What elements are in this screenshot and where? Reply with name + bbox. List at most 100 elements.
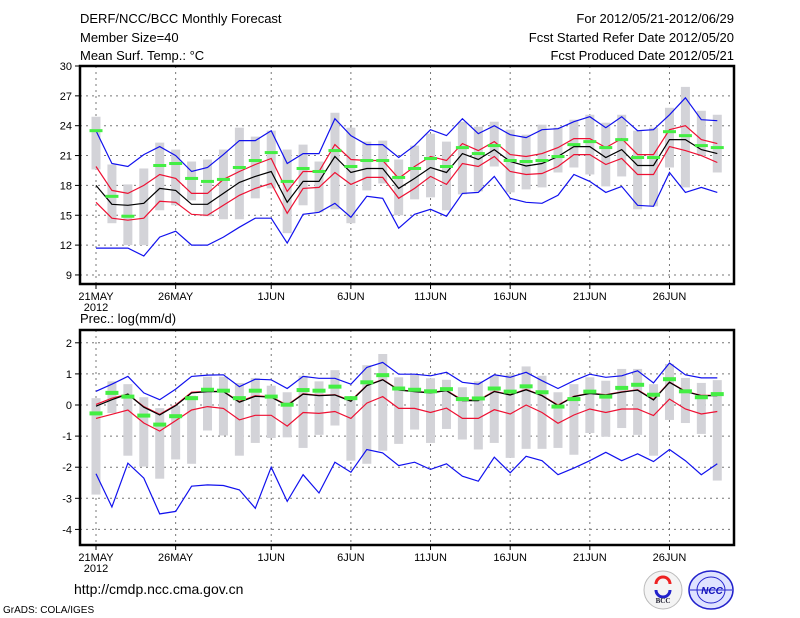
temp-ensemble-range-bar <box>362 141 372 191</box>
precip-observed-mark <box>599 394 613 399</box>
precip-ytick-label: 1 <box>66 369 72 381</box>
precip-plot-frame <box>78 328 736 547</box>
precip-observed-mark <box>216 388 230 393</box>
precip-year-label: 2012 <box>84 563 108 575</box>
temp-ensemble-range-bar <box>155 142 165 211</box>
precip-observed-mark <box>694 395 708 400</box>
temp-ensemble-range-bar <box>91 116 101 170</box>
precip-ensemble-range-bar <box>107 381 117 414</box>
precip-ytick-label: 0 <box>66 400 72 412</box>
temp-observed-mark <box>583 140 597 144</box>
temp-ytick-label: 24 <box>60 121 72 133</box>
precip-ensemble-range-bar <box>601 380 611 437</box>
precip-ensemble-range-bar <box>410 374 420 430</box>
precip-ensemble-range-bar <box>521 366 531 449</box>
temp-ytick-label: 15 <box>60 210 72 222</box>
temp-observed-mark <box>89 129 103 133</box>
precip-ensemble-range-bar <box>426 378 436 443</box>
bcc-logo: BCC <box>643 570 683 610</box>
precip-ensemble-range-bar <box>155 408 165 479</box>
temp-xtick-label: 6JUN <box>337 291 365 303</box>
temp-ensemble-range-bar <box>346 127 356 224</box>
temp-xtick-label: 26MAY <box>158 291 194 303</box>
temp-xtick-label: 26JUN <box>653 291 687 303</box>
temp-max-line <box>95 96 718 173</box>
temp-observed-mark <box>328 149 342 153</box>
temp-ytick-label: 18 <box>60 180 72 192</box>
precip-observed-mark <box>153 422 167 427</box>
precip-lower-line <box>95 395 718 432</box>
precip-min-line <box>95 448 718 515</box>
precip-ensemble-range-bar <box>362 365 372 464</box>
temp-ensemble-range-bar <box>250 136 260 199</box>
temp-observed-mark <box>201 179 215 183</box>
precip-observed-mark <box>551 404 565 409</box>
temp-observed-mark <box>678 134 692 138</box>
grads-credit: GrADS: COLA/IGES <box>3 605 95 616</box>
precip-ytick-label: 2 <box>66 338 72 350</box>
svg-text:NCC: NCC <box>701 586 723 597</box>
temp-observed-mark <box>121 214 135 218</box>
precip-ensemble-range-bar <box>171 405 181 460</box>
precip-observed-mark <box>248 388 262 393</box>
precip-ytick-label: -1 <box>62 431 72 443</box>
temp-ytick-label: 30 <box>60 61 72 73</box>
precip-ensemble-range-bar <box>91 398 101 495</box>
precip-observed-mark <box>710 392 724 397</box>
precip-ensemble-range-bar <box>505 374 515 458</box>
temp-ensemble-range-bar <box>330 112 340 210</box>
temp-observed-mark <box>312 169 326 173</box>
precip-panel-title: Prec.: log(mm/d) <box>80 311 177 326</box>
precip-observed-mark <box>360 380 374 385</box>
temp-observed-mark <box>487 144 501 148</box>
precip-ensemble-range-bar <box>680 377 690 424</box>
precip-ensemble-range-bar <box>330 370 340 426</box>
temp-ensemble-range-bar <box>633 130 643 210</box>
precip-observed-mark <box>615 385 629 390</box>
temp-observed-mark <box>232 165 246 169</box>
precip-ensemble-range-bar <box>266 385 276 438</box>
temp-ensemble-range-bar <box>187 161 197 201</box>
temp-observed-mark <box>280 179 294 183</box>
precip-xtick-label: 6JUN <box>337 552 365 564</box>
temp-min-line <box>96 171 718 257</box>
svg-text:BCC: BCC <box>656 597 671 605</box>
temp-observed-mark <box>631 156 645 160</box>
temp-observed-mark <box>710 146 724 150</box>
temp-ensemble-range-bar <box>457 121 467 195</box>
temp-xtick-label: 1JUN <box>257 291 285 303</box>
precip-xtick-label: 26JUN <box>653 552 687 564</box>
temp-ensemble-range-bar <box>107 164 117 224</box>
precip-ensemble-range-bar <box>649 384 659 456</box>
source-url[interactable]: http://cmdp.ncc.cma.gov.cn <box>74 581 244 597</box>
temp-observed-mark <box>153 164 167 167</box>
precip-ytick-label: -3 <box>62 493 72 505</box>
member-size: Member Size=40 <box>80 30 179 45</box>
precip-observed-mark <box>519 384 533 389</box>
temp-xtick-label: 21MAY <box>78 291 114 303</box>
precip-observed-mark <box>89 411 103 416</box>
temp-mean-line <box>95 139 718 206</box>
temp-plot-frame <box>78 64 736 286</box>
temp-observed-mark <box>662 130 676 134</box>
forecast-produced-date: Fcst Produced Date 2012/05/21 <box>550 48 734 63</box>
precip-xtick-label: 26MAY <box>158 552 194 564</box>
temp-ensemble-range-bar <box>664 107 674 168</box>
precip-ensemble-range-bar <box>473 381 483 450</box>
precip-observed-mark <box>137 413 151 418</box>
temp-xtick-label: 21JUN <box>573 291 607 303</box>
precip-observed-mark <box>201 387 215 392</box>
temp-observed-mark <box>615 138 629 142</box>
chart-title: DERF/NCC/BCC Monthly Forecast <box>80 11 282 26</box>
precip-ensemble-range-bar <box>203 376 213 431</box>
precip-ensemble-range-bar <box>394 377 404 444</box>
temp-observed-mark <box>105 194 119 198</box>
temp-ensemble-range-bar <box>426 133 436 198</box>
temp-observed-mark <box>344 164 358 168</box>
precip-observed-mark <box>439 387 453 392</box>
variable-label: Mean Surf. Temp.: °C <box>80 48 205 63</box>
precip-observed-mark <box>567 397 581 402</box>
precip-ensemble-range-bar <box>123 384 133 456</box>
temp-lower-line <box>95 145 718 221</box>
temp-ensemble-range-bar <box>553 127 563 173</box>
